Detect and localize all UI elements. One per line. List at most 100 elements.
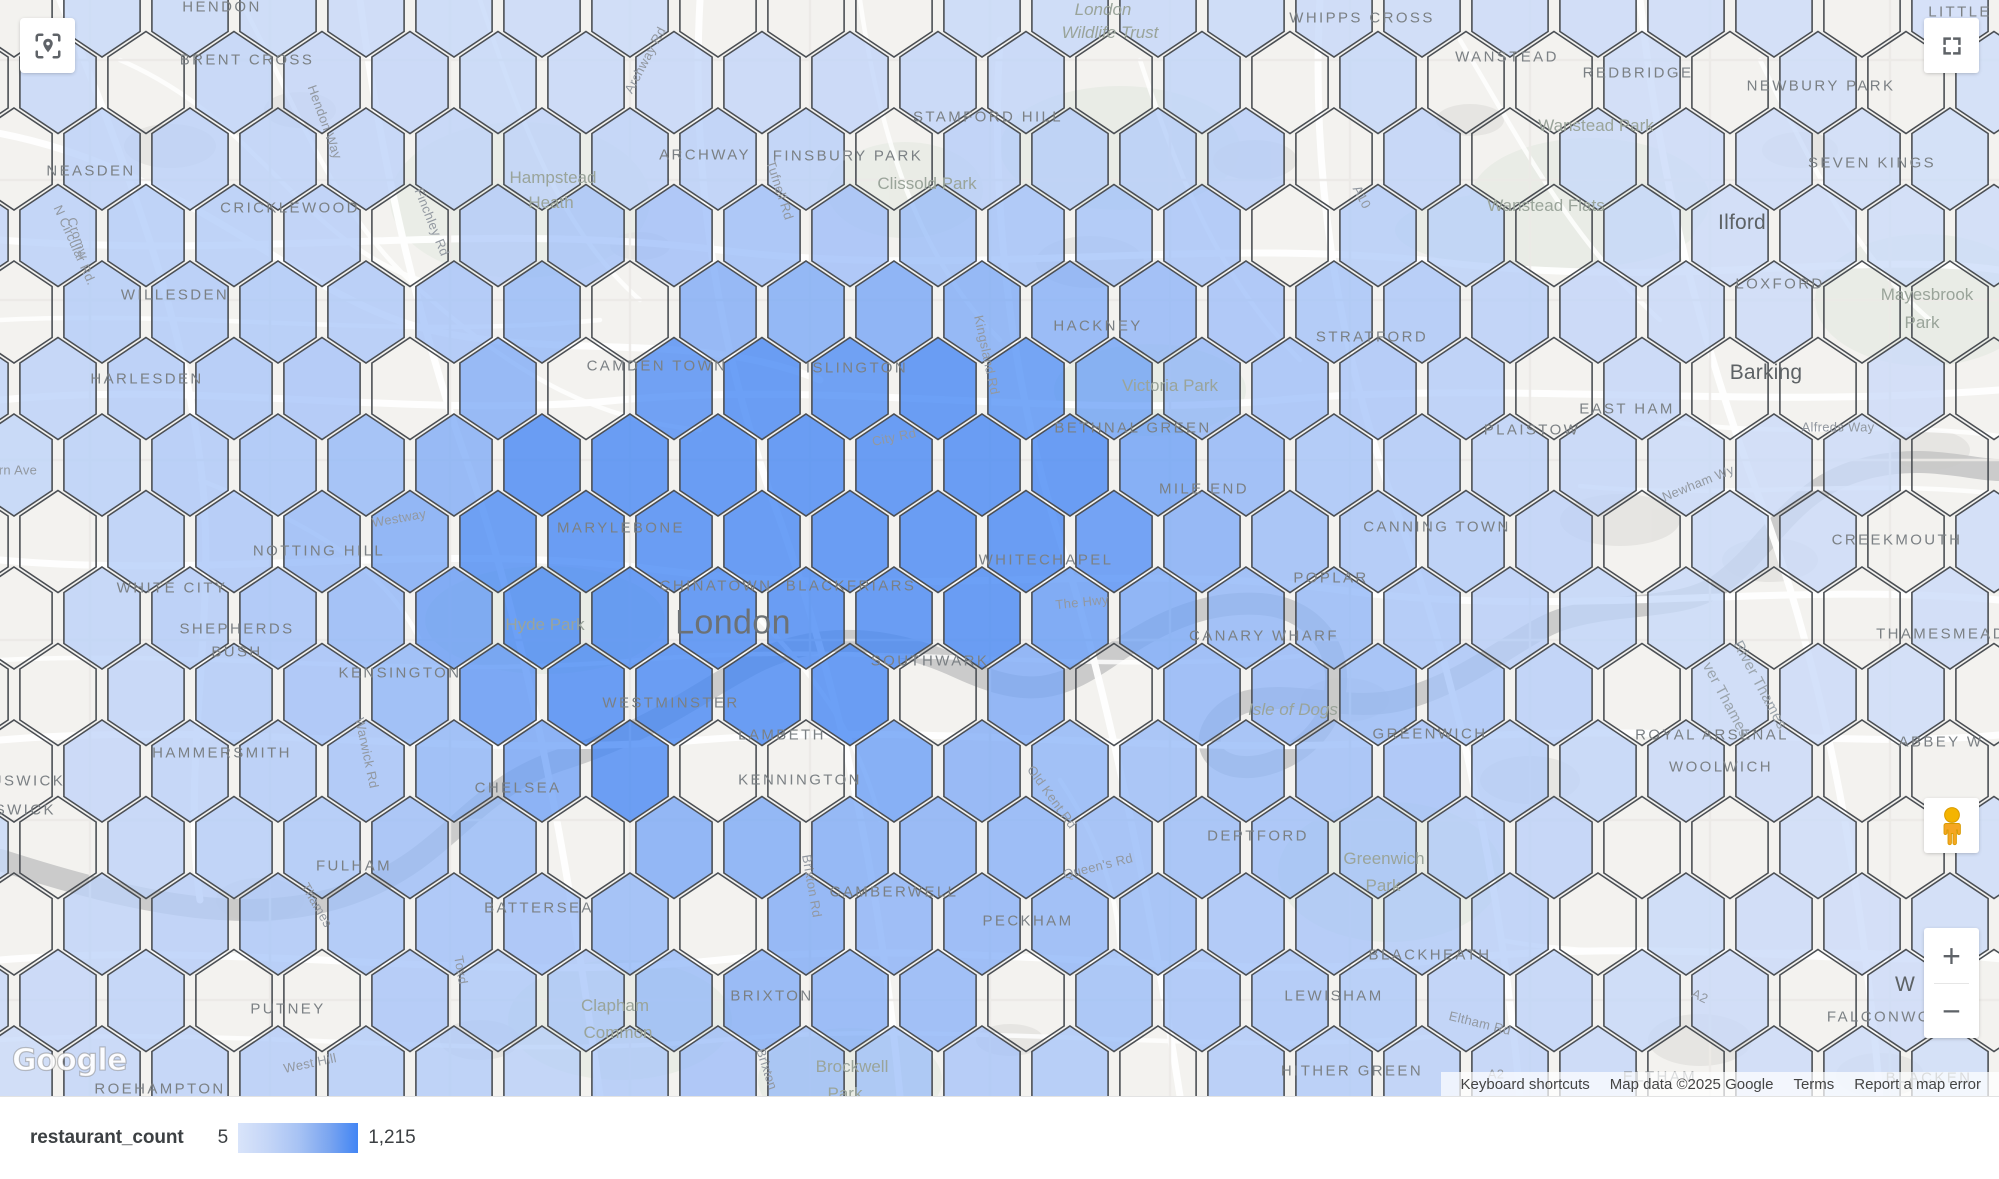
hexbin-cell[interactable] [1471, 260, 1549, 364]
hexbin-cell[interactable] [371, 30, 449, 135]
hexbin-cell[interactable] [415, 1025, 493, 1096]
keyboard-shortcuts-link[interactable]: Keyboard shortcuts [1460, 1075, 1590, 1093]
hexbin-cell[interactable] [767, 1025, 845, 1096]
hexbin-cell[interactable] [1823, 719, 1901, 823]
hexbin-cell[interactable] [195, 795, 273, 900]
hexbin-cell[interactable] [503, 719, 581, 823]
hexbin-cell[interactable] [1691, 948, 1769, 1053]
hexbin-cell[interactable] [151, 107, 229, 211]
hexbin-cell[interactable] [503, 107, 581, 211]
hexbin-cell[interactable] [1163, 336, 1241, 441]
hexbin-cell[interactable] [1647, 566, 1725, 670]
map-canvas[interactable]: London Ilford Barking HENDON BRENT CROSS NEAS… [0, 0, 1999, 1096]
hexbin-cell[interactable] [1031, 1025, 1109, 1096]
hexbin-cell[interactable] [0, 797, 9, 899]
hexbin-cell[interactable] [371, 183, 449, 288]
hexbin-cell[interactable] [371, 948, 449, 1053]
hexbin-cell[interactable] [1823, 872, 1901, 976]
hexbin-cell[interactable] [1427, 336, 1505, 441]
hexbin-cell[interactable] [19, 183, 97, 288]
hexbin-cell[interactable] [811, 642, 889, 747]
hexbin-cell[interactable] [1691, 183, 1769, 288]
hexbin-cell[interactable] [1427, 642, 1505, 747]
hexbin-cell[interactable] [239, 260, 317, 364]
hexbin-cell[interactable] [1207, 260, 1285, 364]
hexbin-cell[interactable] [1383, 872, 1461, 976]
hexbin-cell[interactable] [283, 30, 361, 135]
hexbin-cell[interactable] [107, 948, 185, 1053]
hexbin-cell[interactable] [1735, 260, 1813, 364]
hexbin-cell[interactable] [63, 413, 141, 517]
hexbin-cell[interactable] [151, 566, 229, 670]
hexbin-cell[interactable] [1603, 183, 1681, 288]
hexbin-cell[interactable] [239, 1025, 317, 1096]
hexbin-cell[interactable] [1251, 30, 1329, 135]
hexbin-cell[interactable] [591, 1025, 669, 1096]
hexbin-cell[interactable] [635, 948, 713, 1053]
hexbin-cell[interactable] [1031, 107, 1109, 211]
hexbin-cell[interactable] [1823, 0, 1901, 58]
hexbin-layer[interactable] [0, 0, 1999, 1096]
hexbin-cell[interactable] [459, 489, 537, 594]
hexbin-cell[interactable] [635, 795, 713, 900]
hexbin-cell[interactable] [547, 183, 625, 288]
hexbin-cell[interactable] [899, 30, 977, 135]
hexbin-cell[interactable] [1471, 719, 1549, 823]
hexbin-cell[interactable] [1515, 948, 1593, 1053]
hexbin-cell[interactable] [1207, 566, 1285, 670]
hexbin-cell[interactable] [459, 642, 537, 747]
hexbin-cell[interactable] [63, 566, 141, 670]
hexbin-cell[interactable] [987, 642, 1065, 747]
hexbin-cell[interactable] [1119, 260, 1197, 364]
hexbin-cell[interactable] [1383, 719, 1461, 823]
hexbin-cell[interactable] [1603, 30, 1681, 135]
hexbin-cell[interactable] [1955, 489, 1999, 594]
hexbin-cell[interactable] [1119, 872, 1197, 976]
hexbin-cell[interactable] [635, 336, 713, 441]
hexbin-cell[interactable] [1559, 872, 1637, 976]
hexbin-cell[interactable] [547, 642, 625, 747]
hexbin-cell[interactable] [415, 260, 493, 364]
hexbin-cell[interactable] [19, 336, 97, 441]
hexbin-cell[interactable] [1075, 795, 1153, 900]
hexbin-cell[interactable] [855, 413, 933, 517]
hexbin-cell[interactable] [459, 30, 537, 135]
hexbin-cell[interactable] [1119, 1025, 1197, 1096]
hexbin-cell[interactable] [1735, 566, 1813, 670]
hexbin-cell[interactable] [1559, 107, 1637, 211]
hexbin-cell[interactable] [943, 1025, 1021, 1096]
hexbin-cell[interactable] [1427, 30, 1505, 135]
hexbin-cell[interactable] [415, 566, 493, 670]
hexbin-cell[interactable] [63, 0, 141, 58]
hexbin-cell[interactable] [1295, 872, 1373, 976]
hexbin-cell[interactable] [327, 719, 405, 823]
hexbin-cell[interactable] [547, 948, 625, 1053]
hexbin-cell[interactable] [899, 489, 977, 594]
hexbin-cell[interactable] [283, 795, 361, 900]
hexbin-cell[interactable] [459, 795, 537, 900]
hexbin-cell[interactable] [591, 566, 669, 670]
hexbin-cell[interactable] [239, 107, 317, 211]
hexbin-cell[interactable] [1779, 183, 1857, 288]
hexbin-cell[interactable] [1251, 642, 1329, 747]
hexbin-cell[interactable] [1867, 183, 1945, 288]
hexbin-cell[interactable] [0, 491, 9, 593]
hexbin-cell[interactable] [1427, 183, 1505, 288]
hexbin-cell[interactable] [1559, 719, 1637, 823]
hexbin-cell[interactable] [1075, 642, 1153, 747]
hexbin-cell[interactable] [1339, 336, 1417, 441]
hexbin-cell[interactable] [1867, 336, 1945, 441]
hexbin-cell[interactable] [1119, 107, 1197, 211]
hexbin-cell[interactable] [1955, 642, 1999, 747]
hexbin-cell[interactable] [1515, 489, 1593, 594]
hexbin-cell[interactable] [899, 642, 977, 747]
hexbin-cell[interactable] [503, 872, 581, 976]
hexbin-cell[interactable] [1031, 719, 1109, 823]
hexbin-cell[interactable] [635, 30, 713, 135]
hexbin-cell[interactable] [63, 872, 141, 976]
hexbin-cell[interactable] [591, 719, 669, 823]
hexbin-cell[interactable] [1119, 413, 1197, 517]
hexbin-cell[interactable] [1559, 260, 1637, 364]
hexbin-cell[interactable] [1119, 0, 1197, 58]
hexbin-cell[interactable] [679, 0, 757, 58]
